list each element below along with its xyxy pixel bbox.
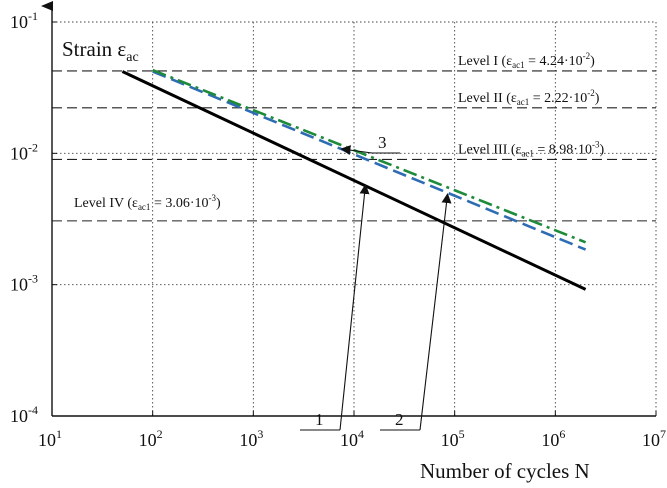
- callouts: 1 2 3: [300, 133, 452, 431]
- callout-label-3: 3: [378, 133, 387, 152]
- x-tick-label: 104: [340, 427, 364, 450]
- strain-levels: Level I (εac1 = 4.24·10-2) Level II (εac1…: [52, 51, 656, 222]
- x-axis-title: Number of cycles N: [420, 459, 590, 483]
- x-tick-label: 103: [239, 427, 263, 450]
- x-tick-label: 106: [541, 427, 565, 450]
- callout-leader: [339, 183, 370, 431]
- series-line-3: [152, 68, 587, 244]
- y-tick-label: 10-4: [10, 403, 38, 426]
- y-tick-label: 10-3: [10, 272, 38, 295]
- series: [121, 68, 587, 291]
- level-label: Level II (εac1 = 2.22·10-2): [458, 88, 600, 107]
- callout-label-1: 1: [315, 410, 324, 429]
- series-line-1: [121, 70, 587, 291]
- x-tick-label: 102: [139, 427, 163, 450]
- tick-labels: 101 102 103 104 105 106 107 10-1 10-2 10-3 10-4: [10, 9, 666, 450]
- x-tick-label: 107: [642, 427, 666, 450]
- callout-leader: [419, 193, 452, 431]
- level-label: Level I (εac1 = 4.24·10-2): [458, 51, 595, 70]
- level-label: Level III (εac1 = 8.98·10-3): [458, 139, 604, 158]
- callout-leader: [340, 145, 373, 156]
- x-tick-label: 105: [441, 427, 465, 450]
- x-tick-label: 101: [38, 427, 62, 450]
- grid: [52, 21, 657, 416]
- callout-label-2: 2: [395, 410, 404, 429]
- axes: [41, 1, 657, 417]
- level-label: Level IV (εac1 = 3.06·10-3): [74, 193, 221, 212]
- y-axis-title: Strain εac: [62, 37, 139, 65]
- series-line-2: [152, 70, 587, 251]
- y-tick-label: 10-2: [10, 140, 38, 163]
- y-tick-label: 10-1: [10, 9, 38, 32]
